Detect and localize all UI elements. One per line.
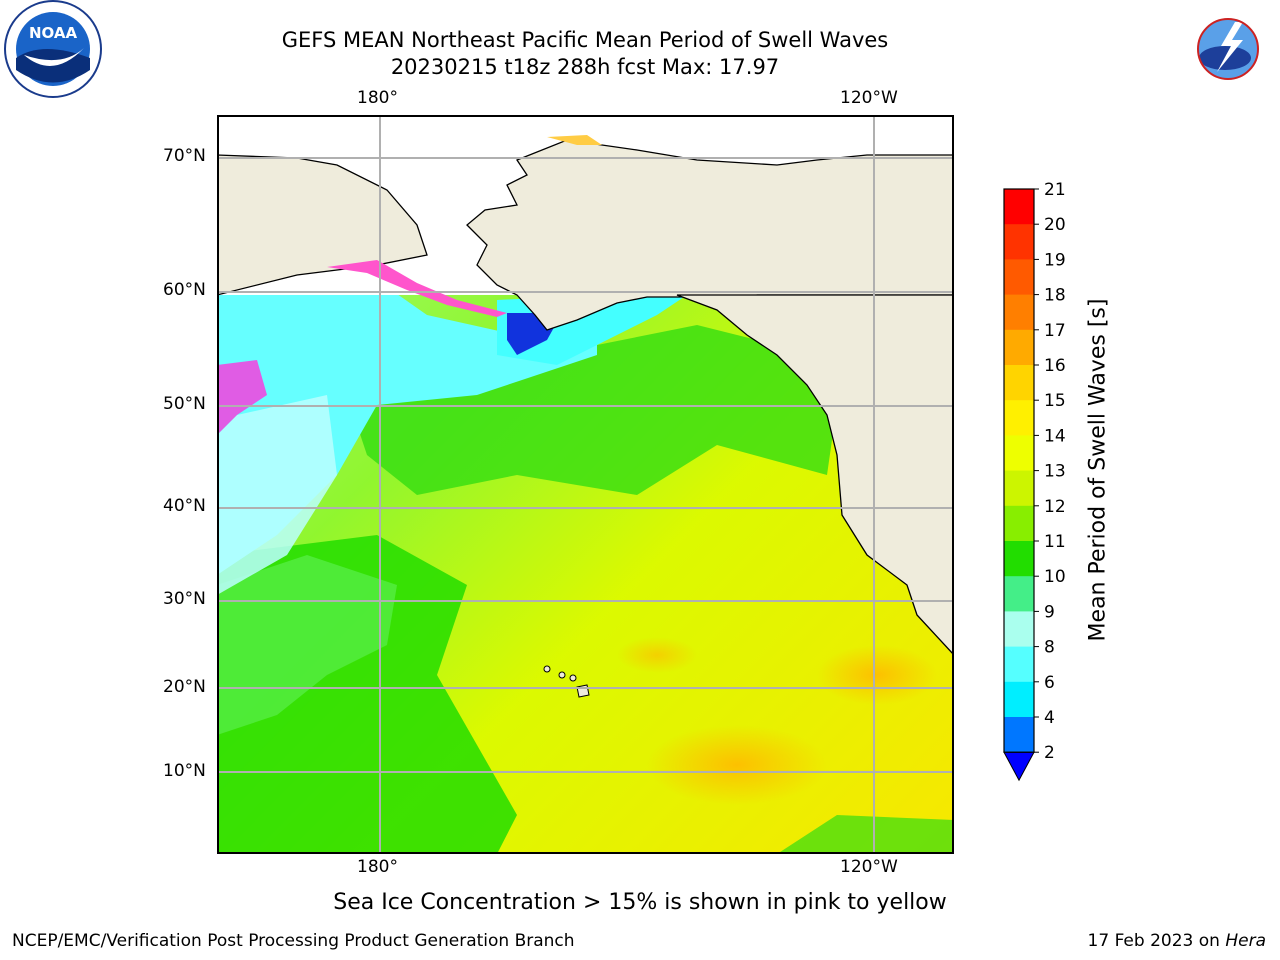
lat-label-50n: 50°N: [163, 394, 206, 414]
colorbar-segment: [1004, 365, 1034, 401]
svg-text:NOAA: NOAA: [29, 24, 78, 42]
colorbar-tick-label: 6: [1044, 673, 1055, 693]
colorbar-segment: [1004, 541, 1034, 577]
footer-host: Hera: [1225, 931, 1266, 951]
colorbar-tick-label: 11: [1044, 532, 1066, 552]
colorbar-segment: [1004, 435, 1034, 472]
lat-label-60n: 60°N: [163, 280, 206, 300]
lat-label-70n: 70°N: [163, 146, 206, 166]
colorbar-tick-label: 9: [1044, 602, 1055, 622]
land-alaska: [466, 139, 955, 331]
graticule: [217, 115, 954, 854]
colorbar-segment: [1004, 470, 1034, 507]
lon-label-bottom-120w: 120°W: [840, 857, 898, 877]
green-swell-zone-southeast: [777, 815, 954, 854]
colorbar-svg: 21 20 19 18 17 16 15 14 13 12 11 10 9 8 6 4 2: [1003, 180, 1066, 782]
light-cyan-swell-zone: [217, 395, 337, 595]
colorbar-tick-label: 15: [1044, 391, 1066, 411]
colorbar-tick-label: 18: [1044, 286, 1066, 306]
noaa-logo: NOAA: [2, 0, 104, 102]
colorbar-tick-label: 21: [1044, 180, 1066, 200]
footer-right: 17 Feb 2023 on Hera: [1088, 931, 1266, 951]
map-panel: [216, 115, 955, 854]
sea-ice-west: [217, 360, 267, 435]
sea-ice-note: Sea Ice Concentration > 15% is shown in …: [333, 890, 947, 915]
colorbar-segment: [1004, 329, 1034, 366]
island-oahu: [558, 671, 566, 679]
colorbar-segment: [1004, 611, 1034, 648]
island-hawaii: [576, 684, 590, 698]
land-north-america: [676, 294, 955, 657]
colorbar-label: Mean Period of Swell Waves [s]: [1085, 298, 1111, 642]
map-frame: [217, 115, 954, 854]
colorbar-tick-label: 13: [1044, 462, 1066, 482]
island-kauai: [543, 665, 551, 673]
colorbar-segment: [1004, 189, 1034, 225]
colorbar-tick-label: 19: [1044, 250, 1066, 270]
colorbar-segment: [1004, 681, 1034, 718]
sea-ice-arctic: [547, 135, 602, 145]
map-svg: [216, 115, 955, 854]
colorbar-segment: [1004, 259, 1034, 296]
colorbar-tick-label: 12: [1044, 497, 1066, 517]
lon-label-bottom-180: 180°: [357, 857, 398, 877]
colorbar-segment: [1004, 224, 1034, 260]
lat-label-30n: 30°N: [163, 589, 206, 609]
colorbar-tick-label: 8: [1044, 638, 1055, 658]
orange-swell-spot-central: [617, 637, 697, 673]
orange-swell-spot: [647, 725, 827, 805]
colorbar-tick-label: 17: [1044, 321, 1066, 341]
national-weather-service-logo: [1177, 0, 1279, 102]
orange-swell-spot-east: [817, 645, 937, 705]
colorbar-segment: [1004, 505, 1034, 542]
lon-label-top-120w: 120°W: [840, 88, 898, 108]
lat-label-20n: 20°N: [163, 677, 206, 697]
lat-label-10n: 10°N: [163, 761, 206, 781]
colorbar: 21 20 19 18 17 16 15 14 13 12 11 10 9 8 6 4 2: [990, 180, 1080, 790]
lon-label-top-180: 180°: [357, 88, 398, 108]
map-title: GEFS MEAN Northeast Pacific Mean Period …: [281, 28, 889, 52]
colorbar-under-extension: [1003, 751, 1035, 782]
colorbar-tick-label: 16: [1044, 356, 1066, 376]
colorbar-tick-label: 2: [1044, 743, 1055, 763]
colorbar-segment: [1004, 400, 1034, 436]
map-subtitle: 20230215 t18z 288h fcst Max: 17.97: [390, 55, 780, 79]
green-swell-zone-north: [347, 325, 837, 495]
island-maui: [569, 674, 577, 682]
colorbar-segment: [1004, 576, 1034, 612]
colorbar-tick-label: 4: [1044, 708, 1055, 728]
lat-label-40n: 40°N: [163, 496, 206, 516]
footer-date: 17 Feb 2023 on: [1087, 931, 1226, 951]
land-siberia: [216, 154, 428, 296]
colorbar-segment: [1004, 646, 1034, 683]
footer-left: NCEP/EMC/Verification Post Processing Pr…: [12, 931, 575, 951]
colorbar-tick-label: 14: [1044, 426, 1066, 446]
colorbar-segment: [1004, 294, 1034, 331]
sea-ice-bering: [327, 260, 507, 317]
colorbar-tick-label: 20: [1044, 215, 1066, 235]
colorbar-tick-label: 10: [1044, 567, 1066, 587]
colorbar-segment: [1004, 717, 1034, 753]
